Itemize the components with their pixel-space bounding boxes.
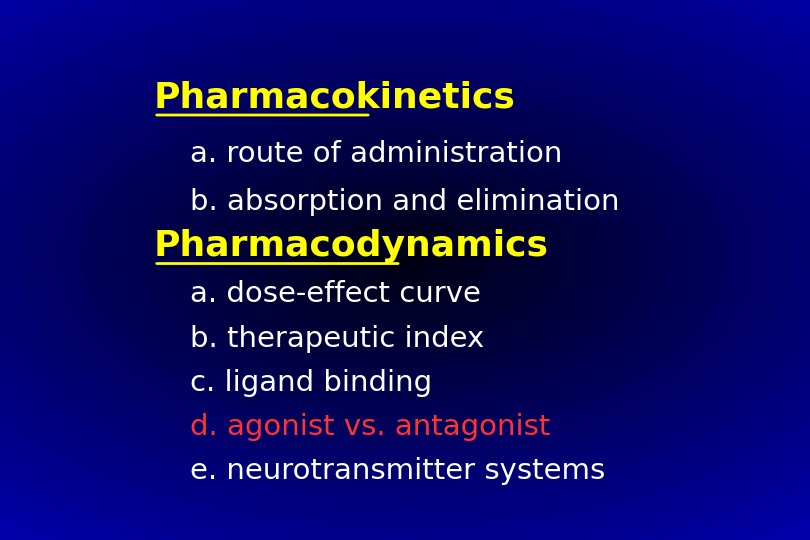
Ellipse shape — [223, 162, 587, 356]
Text: a. route of administration: a. route of administration — [190, 140, 563, 168]
Ellipse shape — [364, 238, 446, 281]
Ellipse shape — [182, 140, 628, 378]
Ellipse shape — [385, 248, 425, 270]
Text: Pharmacodynamics: Pharmacodynamics — [154, 229, 549, 262]
Ellipse shape — [122, 108, 688, 410]
Ellipse shape — [81, 86, 729, 432]
Text: c. ligand binding: c. ligand binding — [190, 369, 433, 397]
Ellipse shape — [0, 0, 810, 529]
Ellipse shape — [0, 11, 810, 508]
Text: Pharmacokinetics: Pharmacokinetics — [154, 80, 516, 114]
Text: a. dose-effect curve: a. dose-effect curve — [190, 280, 481, 308]
Ellipse shape — [101, 97, 709, 421]
Ellipse shape — [243, 173, 567, 346]
Ellipse shape — [20, 54, 790, 464]
Ellipse shape — [304, 205, 506, 313]
Ellipse shape — [0, 22, 810, 497]
Ellipse shape — [142, 119, 668, 400]
Ellipse shape — [344, 227, 466, 292]
Ellipse shape — [324, 216, 486, 302]
Ellipse shape — [263, 184, 547, 335]
Ellipse shape — [284, 194, 526, 324]
Text: b. absorption and elimination: b. absorption and elimination — [190, 188, 620, 217]
Ellipse shape — [0, 32, 810, 486]
Ellipse shape — [0, 0, 810, 518]
Ellipse shape — [202, 151, 608, 367]
Text: b. therapeutic index: b. therapeutic index — [190, 325, 484, 353]
Text: e. neurotransmitter systems: e. neurotransmitter systems — [190, 457, 606, 485]
Ellipse shape — [162, 130, 648, 389]
Ellipse shape — [0, 43, 810, 475]
Ellipse shape — [40, 65, 769, 454]
Text: d. agonist vs. antagonist: d. agonist vs. antagonist — [190, 413, 551, 441]
Ellipse shape — [61, 76, 749, 443]
